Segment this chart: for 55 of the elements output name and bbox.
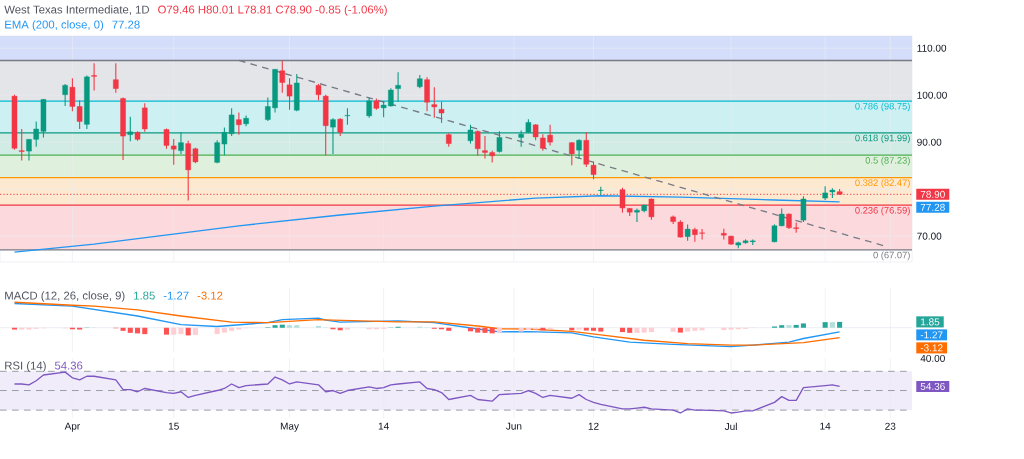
candlestick xyxy=(395,71,401,103)
text: 77.28 xyxy=(112,20,140,29)
ref-line-label: 0 (67.07) xyxy=(873,251,910,261)
candlestick xyxy=(286,77,293,111)
y-tick-label: 100.00 xyxy=(917,91,947,99)
chart-title: MACD (12, 26, close, 9) xyxy=(5,291,125,302)
x-tick-label: 15 xyxy=(168,422,179,430)
text: EMA (200, close, 0) xyxy=(5,20,104,31)
candlestick xyxy=(583,131,590,168)
line-series xyxy=(13,195,841,253)
y-tick-label: 70.00 xyxy=(917,232,942,240)
text: 54.36 xyxy=(54,361,83,370)
text: 77.28 xyxy=(920,203,945,211)
text: -3.12 xyxy=(197,291,223,300)
text: -3.12 xyxy=(920,344,943,352)
chart-title: West Texas Intermediate, 1D xyxy=(4,5,150,15)
candlestick xyxy=(279,59,286,94)
candlestick xyxy=(424,76,430,112)
candlestick xyxy=(800,195,807,223)
x-tick-label: Jul xyxy=(724,422,737,431)
x-tick-label: 14 xyxy=(378,422,389,430)
ref-line-label: 78.90 xyxy=(920,190,945,198)
ref-line-label: 0.786 (98.75) xyxy=(855,102,910,112)
text: 1.85 xyxy=(921,318,940,326)
candlestick xyxy=(113,62,119,94)
text: 40.00 xyxy=(920,354,945,362)
x-tick-label: Jun xyxy=(506,422,522,430)
candlestick xyxy=(62,83,68,107)
ref-line-label: 0.5 (87.23) xyxy=(865,156,910,166)
candlestick xyxy=(366,97,372,119)
candlestick xyxy=(474,129,481,157)
x-tick-label: Apr xyxy=(64,422,80,432)
text: -1.27 xyxy=(163,291,189,300)
chart-title: RSI (14) xyxy=(5,361,46,372)
ref-line-label: 0.382 (82.47) xyxy=(855,179,910,188)
candlestick xyxy=(431,86,438,119)
candlestick xyxy=(91,62,97,92)
candlestick xyxy=(236,112,242,136)
ref-line-label: 0.618 (91.99) xyxy=(855,134,910,144)
x-tick-label: 12 xyxy=(588,422,599,430)
y-tick-label: 90.00 xyxy=(917,138,942,146)
chart-subtitle: O79.46 H80.01 L78.81 C78.90 -0.85 (-1.06%) xyxy=(158,5,387,16)
text: -1.27 xyxy=(920,331,943,339)
y-tick-label: 110.00 xyxy=(917,44,947,52)
x-tick-label: 14 xyxy=(820,422,831,430)
text: 1.85 xyxy=(134,291,155,300)
x-tick-label: May xyxy=(280,422,299,432)
candlestick xyxy=(142,102,148,133)
text: 54.36 xyxy=(920,382,945,390)
candlestick xyxy=(569,141,575,166)
candlestick xyxy=(576,138,582,160)
candlestick xyxy=(18,128,25,162)
candlestick xyxy=(438,101,445,124)
ref-line-label: 0.236 (76.59) xyxy=(855,206,910,216)
x-tick-label: 23 xyxy=(885,422,896,430)
